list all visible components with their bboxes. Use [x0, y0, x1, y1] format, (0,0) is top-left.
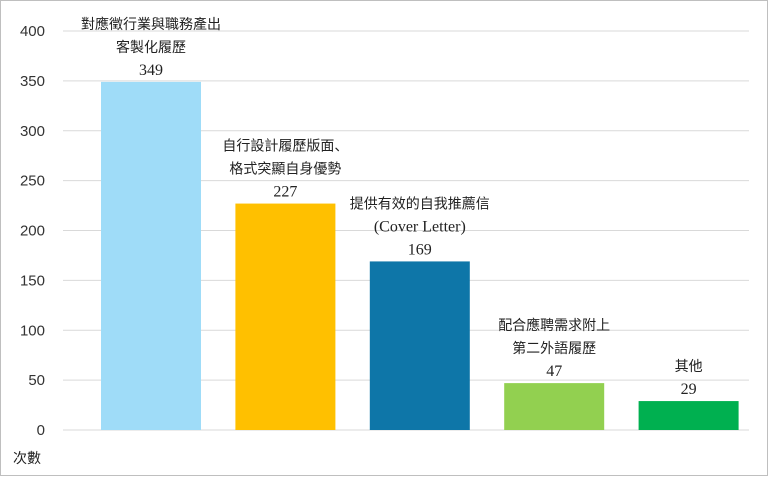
category-label-2: 格式突顯自身優勢: [229, 162, 341, 178]
y-tick-label: 400: [20, 23, 45, 40]
category-label-4: 第二外語履歷: [512, 340, 596, 357]
data-label-1: 349: [139, 62, 163, 79]
category-label-1: 客製化履歷: [116, 39, 186, 56]
bar-1: [101, 81, 201, 430]
y-tick-label: 350: [20, 73, 45, 90]
y-axis-label: 次數: [13, 451, 41, 467]
category-label-4: 配合應聘需求附上: [498, 317, 610, 334]
bars: [101, 81, 739, 430]
category-label-3: (Cover Letter): [374, 218, 466, 235]
bar-3: [369, 261, 470, 430]
category-label-5: 其他: [675, 359, 703, 375]
y-tick-label: 250: [20, 173, 45, 190]
bar-2: [235, 203, 336, 430]
data-label-2: 227: [273, 184, 297, 201]
category-label-1: 對應徵行業與職務產出: [81, 16, 221, 33]
data-label-3: 169: [408, 241, 432, 258]
data-label-5: 29: [681, 381, 697, 398]
category-label-3: 提供有效的自我推薦信: [350, 196, 490, 212]
y-tick-label: 100: [20, 322, 45, 339]
category-label-2: 自行設計履歷版面、: [222, 139, 348, 155]
y-axis-ticks: 0 50 100 150 200 250 300 350 400: [20, 23, 45, 439]
y-tick-label: 200: [20, 223, 45, 240]
y-tick-label: 0: [37, 422, 45, 439]
y-tick-label: 50: [28, 372, 45, 389]
y-tick-label: 150: [20, 272, 45, 289]
y-tick-label: 300: [20, 123, 45, 140]
bar-4: [504, 383, 605, 430]
bar-5: [638, 401, 739, 430]
data-label-4: 47: [546, 363, 562, 380]
